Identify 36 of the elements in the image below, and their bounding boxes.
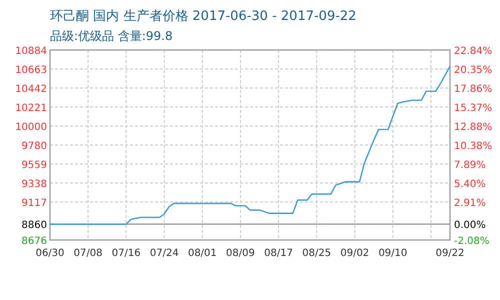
y-tick-label: 9559 <box>22 160 47 172</box>
x-tick-label: 07/24 <box>150 248 179 259</box>
x-tick-label: 09/10 <box>378 248 408 259</box>
x-tick-label: 08/25 <box>302 248 332 259</box>
y-tick-label: 9338 <box>22 179 47 190</box>
line-series <box>49 66 451 225</box>
x-tick-label: 08/17 <box>264 248 293 259</box>
y-tick-label: 10442 <box>15 84 47 96</box>
y2-tick-label: 17.86% <box>454 84 492 95</box>
y2-tick-label: 2.91% <box>454 198 486 209</box>
y2-tick-label: 0.00% <box>454 220 486 232</box>
y-tick-label: 10000 <box>15 122 47 134</box>
chart-title: 环己酮 国内 生产者价格 2017-06-30 - 2017-09-22 <box>50 9 356 24</box>
x-tick-label: 08/01 <box>188 248 217 259</box>
y2-tick-label: 10.38% <box>454 141 492 152</box>
x-tick-label: 09/22 <box>436 248 464 259</box>
y2-tick-label: 7.89% <box>454 160 486 171</box>
y-tick-label: 10663 <box>15 65 47 76</box>
y-tick-label: 9117 <box>22 198 47 210</box>
x-tick-label: 07/16 <box>112 248 141 259</box>
y2-tick-label: -2.08% <box>454 236 490 247</box>
y2-tick-label: 15.37% <box>454 102 492 114</box>
y-tick-label: 10884 <box>15 46 47 57</box>
y-tick-label: 10221 <box>15 103 47 114</box>
y2-tick-label: 22.84% <box>454 46 492 57</box>
x-tick-label: 07/08 <box>74 248 103 259</box>
y2-tick-label: 12.88% <box>454 122 492 133</box>
x-tick-label: 09/02 <box>340 248 370 259</box>
chart-subtitle: 品级:优级品 含量:99.8 <box>50 29 173 43</box>
y-tick-label: 8860 <box>22 220 47 232</box>
x-tick-label: 08/09 <box>226 248 255 259</box>
y2-tick-label: 5.40% <box>454 178 486 190</box>
y-tick-label: 8676 <box>22 236 47 247</box>
y2-tick-label: 20.35% <box>454 64 492 76</box>
x-tick-label: 06/30 <box>36 248 64 259</box>
y-tick-label: 9780 <box>22 141 47 152</box>
